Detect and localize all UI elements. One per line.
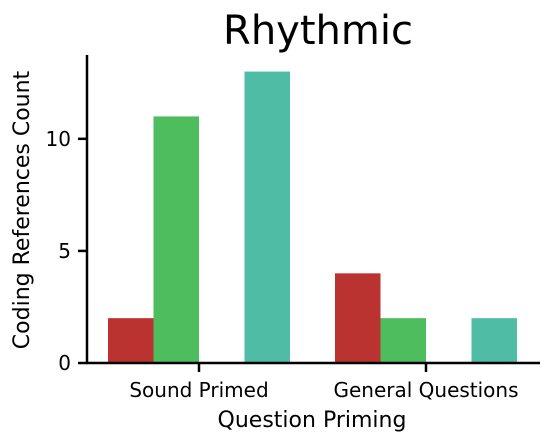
y-tick-label: 0: [58, 351, 71, 375]
x-axis-label: Question Priming: [218, 408, 407, 433]
chart-title: Rhythmic: [223, 8, 413, 54]
bar-series2-general-questions: [380, 318, 426, 363]
bars-group: [108, 71, 517, 364]
bar-series2-sound-primed: [153, 116, 199, 364]
x-tick-label: General Questions: [333, 378, 518, 402]
y-tick-label: 10: [46, 127, 71, 151]
y-axis-label: Coding References Count: [10, 70, 35, 349]
bar-series1-general-questions: [335, 273, 381, 363]
x-tick-label: Sound Primed: [129, 378, 268, 402]
y-ticks-group: 0 5 10: [46, 127, 87, 375]
bar-series4-general-questions: [471, 318, 517, 363]
bar-series4-sound-primed: [244, 71, 290, 364]
x-ticks-group: Sound Primed General Questions: [129, 363, 519, 402]
bar-series1-sound-primed: [108, 318, 154, 363]
y-tick-label: 5: [58, 239, 71, 263]
